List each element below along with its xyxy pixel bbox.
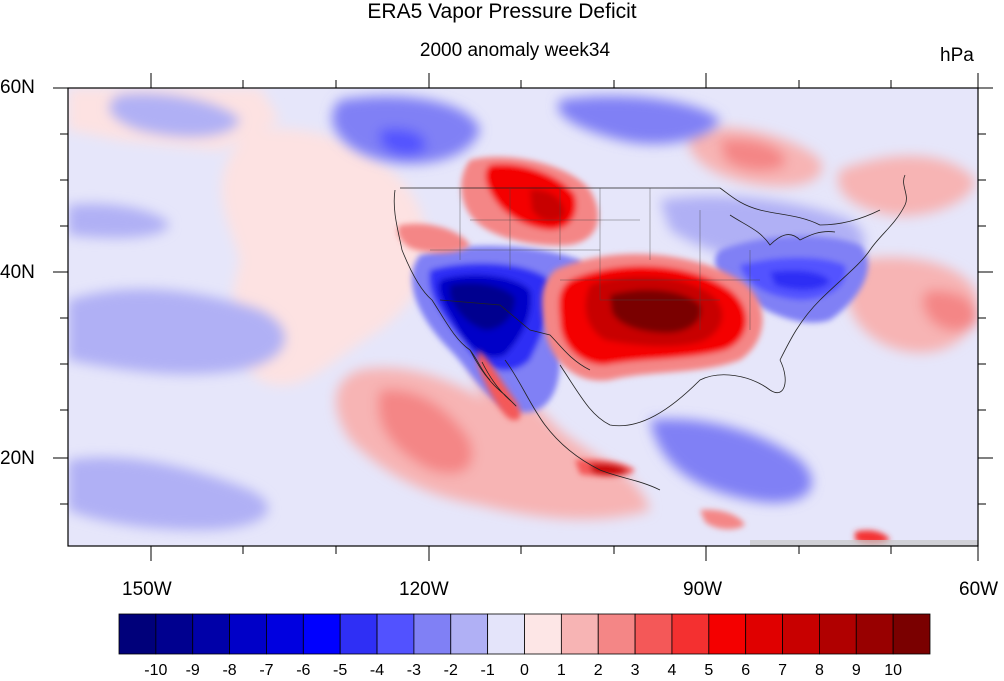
- anomaly-patch-baja-red: [478, 350, 521, 421]
- anomaly-patch-atlantic-red: [922, 290, 978, 332]
- axis-ticks: [53, 73, 993, 561]
- lon-label-90w: 90W: [683, 579, 723, 600]
- anomaly-patch-northern-plains-red-core: [530, 189, 565, 222]
- anomaly-patch-caribbean-blue: [650, 419, 812, 503]
- colorbar-swatch: [339, 613, 378, 655]
- colorbar-tick-label: 4: [667, 662, 677, 679]
- anomaly-patch-pacific-blue-4: [109, 93, 240, 137]
- anomaly-patch-pacific-blue: [68, 289, 285, 375]
- lon-label-120w: 120W: [399, 579, 449, 600]
- coast-east: [779, 174, 907, 361]
- colorbar-swatch: [192, 613, 230, 655]
- colorbar-tick-label: -9: [185, 662, 200, 679]
- coastlines: [393, 174, 907, 491]
- plot-frame: [67, 87, 979, 547]
- lat-label-20n: 20N: [0, 448, 35, 469]
- colorbar-tick-label: -8: [222, 662, 237, 679]
- colorbar-tick-label: -2: [443, 662, 458, 679]
- lon-label-60w: 60W: [959, 579, 999, 600]
- colorbar-swatch: [450, 613, 489, 655]
- colorbar-tick-label: 7: [778, 662, 787, 679]
- anomaly-patch-pacific-blue-3: [68, 457, 269, 530]
- colorbar-swatch: [266, 613, 304, 655]
- colorbar-swatch: [671, 613, 710, 655]
- anomaly-patch-east-canada-pink: [838, 156, 975, 216]
- anomaly-field: [68, 88, 978, 546]
- chart-subtitle: 2000 anomaly week34: [419, 40, 611, 61]
- colorbar-swatch: [634, 613, 673, 655]
- colorbar-tick-label: 5: [704, 662, 714, 679]
- colorbar-tick-label: 0: [520, 662, 529, 679]
- colorbar-swatch: [155, 613, 194, 655]
- colorbar-swatch: [855, 613, 894, 655]
- colorbar: [118, 613, 931, 655]
- colorbar-swatch: [118, 613, 157, 655]
- chart-title: ERA5 Vapor Pressure Deficit: [367, 0, 637, 23]
- us-mexico-border: [439, 299, 591, 371]
- colorbar-tick-label: 9: [851, 662, 861, 679]
- coast-west: [393, 189, 491, 381]
- colorbar-swatch: [524, 613, 562, 655]
- state-borders: [430, 188, 760, 330]
- anomaly-patch-hudson-blue: [558, 96, 720, 144]
- anomaly-patch-ohio-blue-deep: [770, 270, 830, 290]
- colorbar-tick-label: 10: [884, 662, 903, 679]
- colorbar-swatch: [745, 613, 783, 655]
- colorbar-tick-label: 1: [556, 662, 566, 679]
- coast-mexico-west: [504, 359, 661, 491]
- colorbar-swatch: [376, 613, 415, 655]
- colorbar-tick-label: 8: [814, 662, 824, 679]
- colorbar-tick-label: 2: [593, 662, 603, 679]
- anomaly-patch-canada-red: [720, 139, 786, 172]
- anomaly-patch-mexico-red-core: [590, 463, 628, 476]
- us-canada-border: [400, 187, 881, 226]
- anomaly-patch-subtropical-red: [378, 389, 473, 474]
- anomaly-patch-southwest-blue-deepest: [450, 283, 515, 330]
- colorbar-tick-label: -7: [259, 662, 274, 679]
- colorbar-tick-label: -5: [333, 662, 348, 679]
- colorbar-tick-label: -6: [296, 662, 311, 679]
- great-lakes: [729, 214, 836, 246]
- colorbar-swatch: [229, 613, 267, 655]
- units-label: hPa: [940, 45, 974, 66]
- lat-label-40n: 40N: [0, 262, 35, 283]
- colorbar-swatch: [597, 613, 636, 655]
- colorbar-swatch: [819, 613, 857, 655]
- colorbar-swatch: [708, 613, 747, 655]
- colorbar-tick-label: -10: [144, 662, 168, 679]
- anomaly-patch-pacnw-red: [397, 223, 470, 253]
- colorbar-swatch: [782, 613, 820, 655]
- colorbar-swatch: [413, 613, 452, 655]
- colorbar-tick-label: -1: [480, 662, 495, 679]
- colorbar-tick-label: 6: [741, 662, 751, 679]
- colorbar-swatch: [487, 613, 525, 655]
- anomaly-patch-alaska-blue-core: [380, 128, 426, 156]
- missing-data-strip: [750, 540, 978, 546]
- colorbar-swatch: [302, 613, 341, 655]
- colorbar-swatch: [560, 613, 599, 655]
- coast-gulf: [559, 359, 786, 427]
- colorbar-swatch: [892, 613, 931, 655]
- anomaly-patch-plains-red-deepest: [610, 289, 701, 333]
- coast-baja: [469, 349, 517, 407]
- colorbar-tick-label: -3: [406, 662, 422, 679]
- lon-label-150w: 150W: [122, 579, 172, 600]
- colorbar-tick-label: -4: [369, 662, 385, 679]
- lat-label-60n: 60N: [0, 77, 35, 98]
- anomaly-patch-centam-red: [700, 509, 745, 530]
- anomaly-patch-pacific-blue-2: [68, 203, 170, 238]
- colorbar-tick-label: 3: [630, 662, 640, 679]
